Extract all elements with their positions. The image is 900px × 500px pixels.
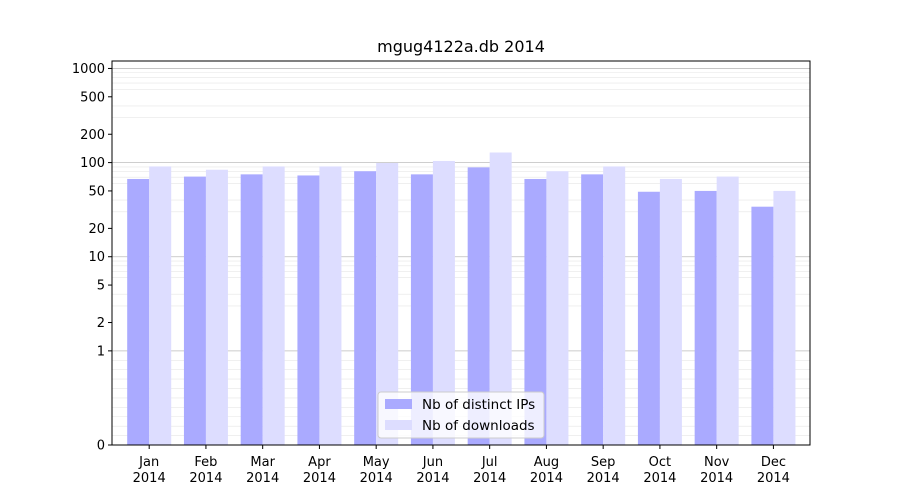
- legend-label: Nb of distinct IPs: [422, 397, 535, 413]
- bar-distinct-ips: [751, 206, 774, 445]
- bar-downloads: [262, 166, 285, 445]
- chart-title: mgug4122a.db 2014: [377, 37, 545, 56]
- bar-downloads: [489, 152, 512, 445]
- y-tick-label: 200: [80, 128, 105, 143]
- x-tick-label-month: Sep: [591, 455, 616, 470]
- legend-swatch: [385, 420, 412, 430]
- x-tick-label-year: 2014: [587, 471, 620, 486]
- bar-downloads: [659, 178, 682, 445]
- x-tick-label-month: Feb: [194, 455, 217, 470]
- x-tick-label-month: Nov: [704, 455, 730, 470]
- x-tick-label-year: 2014: [360, 471, 393, 486]
- legend-box: [377, 391, 545, 439]
- y-tick-label: 5: [97, 279, 105, 294]
- bar-distinct-ips: [637, 191, 660, 445]
- bar-distinct-ips: [297, 175, 320, 445]
- grid-lines: [112, 68, 810, 436]
- bar-downloads: [546, 171, 569, 445]
- legend-label: Nb of downloads: [422, 418, 535, 434]
- y-tick-label: 500: [80, 90, 105, 105]
- x-tick-label-year: 2014: [530, 471, 563, 486]
- legend-swatch: [385, 399, 412, 409]
- bar-downloads: [149, 166, 172, 445]
- bar-distinct-ips: [354, 171, 377, 445]
- bar-distinct-ips: [127, 178, 150, 445]
- legend: Nb of distinct IPs Nb of downloads: [377, 391, 545, 439]
- x-tick-label-month: May: [363, 455, 390, 470]
- y-tick-label: 1000: [72, 62, 105, 77]
- x-tick-label-year: 2014: [643, 471, 676, 486]
- bar-downloads: [716, 176, 739, 445]
- x-tick-label-month: Mar: [250, 455, 275, 470]
- y-tick-label: 0: [97, 439, 105, 454]
- x-tick-label-month: Oct: [649, 455, 671, 470]
- plot-frame: [111, 60, 811, 446]
- x-tick-label-month: Jul: [481, 455, 498, 470]
- bar-downloads: [376, 163, 399, 445]
- y-tick-label: 10: [88, 250, 105, 265]
- x-tick-label-year: 2014: [133, 471, 166, 486]
- x-tick-label-year: 2014: [757, 471, 790, 486]
- y-tick-label: 20: [88, 222, 105, 237]
- x-tick-label-year: 2014: [189, 471, 222, 486]
- x-tick-label-year: 2014: [700, 471, 733, 486]
- bar-downloads: [319, 166, 342, 445]
- y-tick-label: 2: [97, 316, 105, 331]
- y-tick-label: 50: [88, 184, 105, 199]
- x-tick-label-month: Dec: [761, 455, 786, 470]
- bar-downloads: [205, 169, 228, 445]
- x-tick-label-year: 2014: [246, 471, 279, 486]
- x-tick-label-month: Jun: [422, 455, 443, 470]
- x-axis: Jan2014Feb2014Mar2014Apr2014May2014Jun20…: [133, 445, 790, 486]
- x-tick-label-month: Aug: [534, 455, 559, 470]
- y-tick-label: 100: [80, 156, 105, 171]
- bar-downloads: [603, 166, 626, 445]
- bar-distinct-ips: [524, 178, 547, 445]
- x-tick-label-year: 2014: [303, 471, 336, 486]
- bars: [127, 152, 796, 446]
- y-axis: 0 1 2 5 10 20 50 100 200 500 1000: [72, 62, 112, 454]
- y-tick-label: 1: [97, 344, 105, 359]
- bar-downloads: [773, 190, 796, 445]
- x-tick-label-year: 2014: [416, 471, 449, 486]
- bar-distinct-ips: [694, 190, 717, 445]
- bar-distinct-ips: [410, 174, 433, 445]
- bar-distinct-ips: [467, 167, 490, 446]
- bar-distinct-ips: [183, 176, 206, 445]
- bar-distinct-ips: [240, 174, 263, 445]
- x-tick-label-month: Jan: [138, 455, 159, 470]
- bar-downloads: [432, 160, 455, 445]
- bar-distinct-ips: [581, 174, 604, 445]
- x-tick-label-month: Apr: [308, 455, 331, 470]
- x-tick-label-year: 2014: [473, 471, 506, 486]
